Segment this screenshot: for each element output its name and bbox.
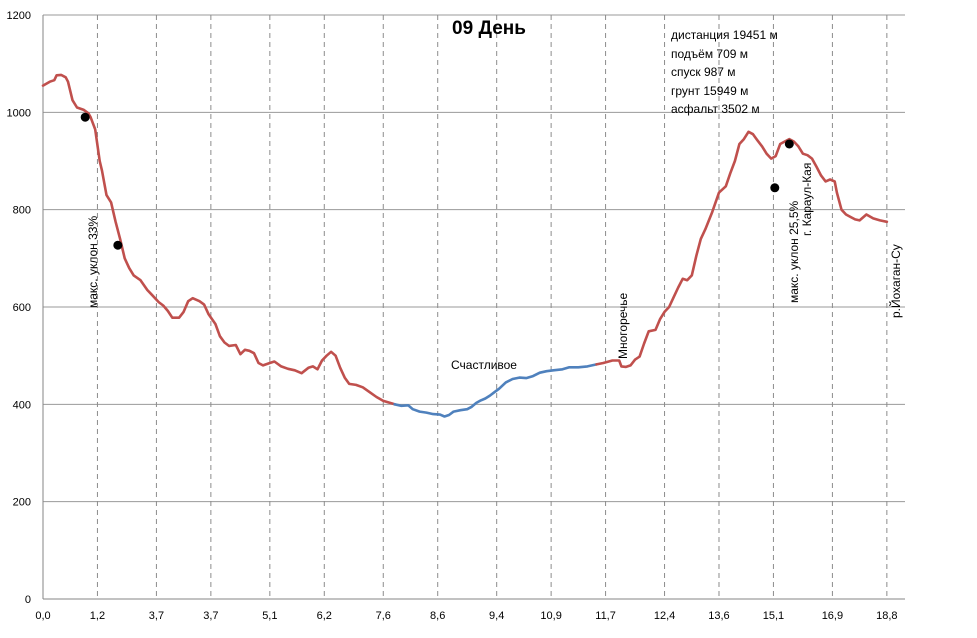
x-tick-label: 6,2 <box>317 610 332 622</box>
vertical-gridlines <box>42 15 888 599</box>
slope-marker <box>80 112 90 122</box>
x-tick-label: 8,6 <box>430 610 445 622</box>
series-layer <box>41 73 889 418</box>
x-tick-label: 15,1 <box>763 610 784 622</box>
stat-ground: грунт 15949 м <box>671 83 749 98</box>
x-tick-label: 18,8 <box>876 610 897 622</box>
elevation-series-line-1 <box>41 73 396 406</box>
annotation-max-slope-1: макс. уклон 33% <box>86 216 100 308</box>
slope-marker <box>770 183 780 193</box>
stat-distance: дистанция 19451 м <box>671 28 778 42</box>
annotation-schastlivoe: Счастливое <box>451 358 517 372</box>
annotation-mnogorechye: Многоречье <box>616 292 630 359</box>
route-stats: дистанция 19451 м подъём 709 м спуск 987… <box>671 26 778 119</box>
x-tick-label: 9,4 <box>489 610 504 622</box>
slope-marker <box>784 139 794 149</box>
x-tick-label: 10,9 <box>540 610 561 622</box>
x-tick-label: 12,4 <box>654 610 675 622</box>
stat-asphalt: асфальт 3502 м <box>671 102 760 116</box>
x-tick-label: 1,2 <box>90 610 105 622</box>
y-tick-label: 1000 <box>7 107 31 119</box>
stat-descent: спуск 987 м <box>671 65 736 79</box>
stat-ascent: подъём 709 м <box>671 46 749 61</box>
markers-layer <box>80 112 794 250</box>
elevation-series-line-3 <box>595 130 889 369</box>
x-tick-label: 0,0 <box>35 610 50 622</box>
x-tick-label: 13,6 <box>708 610 729 622</box>
annotation-karaul-kaya: г. Караул-Кая <box>800 163 814 236</box>
elevation-series-line-2 <box>393 363 598 418</box>
x-tick-label: 7,6 <box>376 610 391 622</box>
y-tick-label: 200 <box>13 497 31 509</box>
x-tick-label: 11,7 <box>595 610 616 622</box>
x-tick-labels: 0,0 1,2 3,7 3,7 5,1 6,2 7,6 8,6 9,4 10,9 11,7 12,4 1… <box>35 610 897 622</box>
y-tick-label: 400 <box>13 399 31 411</box>
slope-marker <box>113 240 123 250</box>
y-tick-label: 600 <box>13 302 31 314</box>
annotation-yokhagan-su: р.Йохаган-Су <box>888 244 903 318</box>
x-tick-label: 16,9 <box>822 610 843 622</box>
x-tick-label: 5,1 <box>262 610 277 622</box>
x-tick-label: 3,7 <box>203 610 218 622</box>
chart-title: 09 День <box>452 18 526 39</box>
annotation-max-slope-2: макс. уклон 25,5% <box>787 201 801 303</box>
y-tick-label: 800 <box>13 205 31 217</box>
y-tick-label: 1200 <box>7 10 31 22</box>
y-tick-labels: 0 200 400 600 800 1000 1200 <box>7 10 31 606</box>
y-tick-label: 0 <box>25 594 31 606</box>
x-tick-label: 3,7 <box>149 610 164 622</box>
